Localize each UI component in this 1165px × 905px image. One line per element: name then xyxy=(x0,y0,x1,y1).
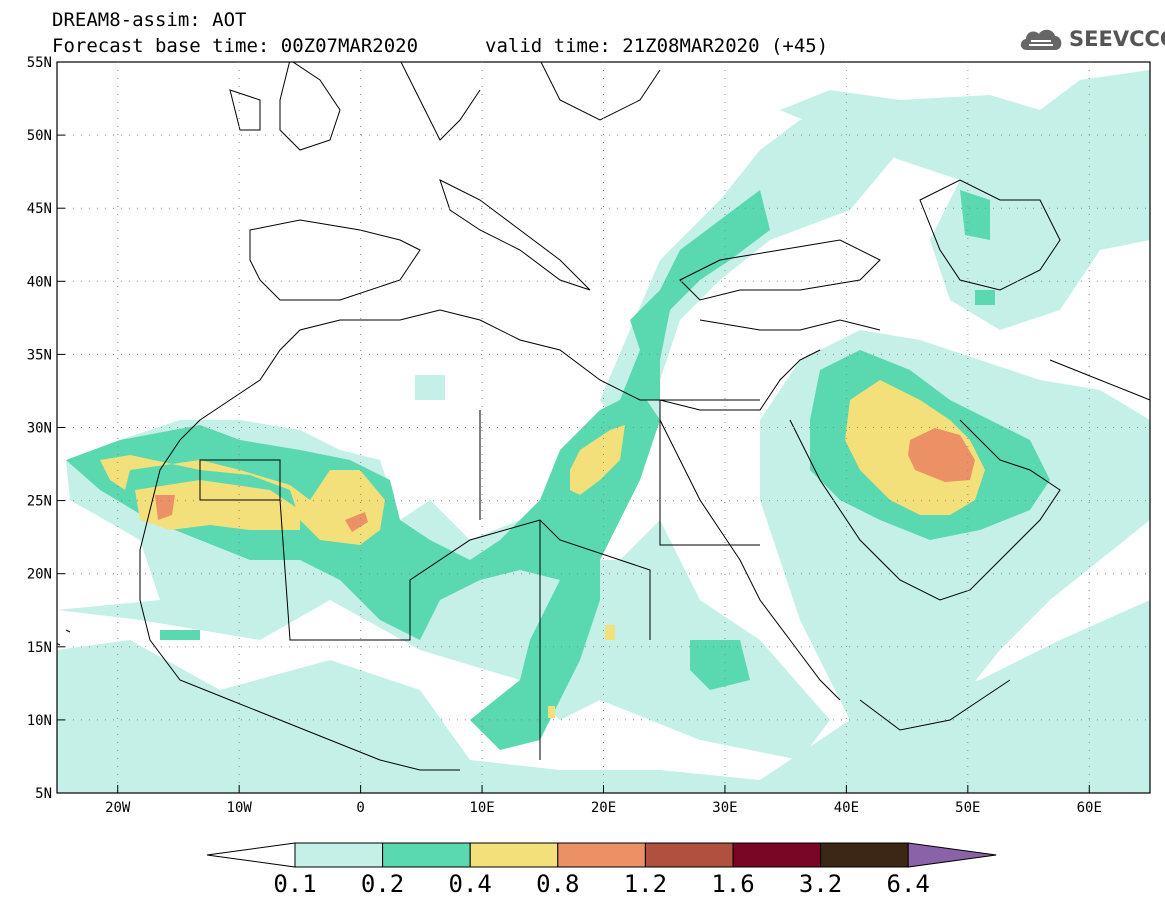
lat-label: 10N xyxy=(27,713,52,729)
lat-label: 55N xyxy=(27,55,52,71)
colorbar-segment xyxy=(557,842,646,868)
title-variable: DREAM8-assim: AOT xyxy=(52,9,247,31)
lat-label: 30N xyxy=(27,421,52,437)
colorbar-labels: 0.1 0.2 0.4 0.8 1.2 1.6 3.2 6.4 xyxy=(273,870,930,898)
colorbar-segment xyxy=(382,842,471,868)
lon-label: 40E xyxy=(834,800,859,816)
lon-label: 20W xyxy=(105,800,131,816)
colorbar-segment xyxy=(732,842,822,868)
colorbar-label: 0.2 xyxy=(361,870,404,898)
cloud-icon xyxy=(1020,29,1062,50)
colorbar-over-triangle xyxy=(907,842,997,868)
graticule xyxy=(57,61,1150,794)
colorbar xyxy=(206,842,997,868)
lat-label: 40N xyxy=(27,274,52,290)
lon-label: 20E xyxy=(591,800,616,816)
lat-label: 15N xyxy=(27,640,52,656)
lat-label: 35N xyxy=(27,347,52,363)
colorbar-label: 0.4 xyxy=(449,870,492,898)
lat-label: 5N xyxy=(35,786,52,802)
valid-time: valid time: 21Z08MAR2020 (+45) xyxy=(485,35,829,57)
colorbar-segment xyxy=(644,842,734,868)
longitude-labels: 20W 10W 0 10E 20E 30E 40E 50E 60E xyxy=(105,800,1102,816)
lat-label: 50N xyxy=(27,128,52,144)
seevccc-logo: SEEVCCC xyxy=(1017,24,1165,54)
lat-label: 20N xyxy=(27,567,52,583)
lat-label: 45N xyxy=(27,201,52,217)
lon-label: 10E xyxy=(469,800,494,816)
colorbar-under-triangle xyxy=(206,842,296,868)
colorbar-segment xyxy=(469,842,559,868)
lon-label: 10W xyxy=(227,800,253,816)
colorbar-label: 3.2 xyxy=(799,870,842,898)
colorbar-segment xyxy=(294,842,384,868)
colorbar-label: 6.4 xyxy=(887,870,930,898)
lat-label: 25N xyxy=(27,494,52,510)
colorbar-label: 1.6 xyxy=(711,870,754,898)
colorbar-label: 1.2 xyxy=(624,870,667,898)
coastlines xyxy=(57,62,1150,771)
aot-field xyxy=(57,70,1150,793)
lon-label: 0 xyxy=(356,800,364,816)
latitude-labels: 55N 50N 45N 40N 35N 30N 25N 20N 15N 10N 5N xyxy=(27,55,52,802)
colorbar-label: 0.8 xyxy=(536,870,579,898)
colorbar-label: 0.1 xyxy=(273,870,316,898)
lon-label: 60E xyxy=(1077,800,1102,816)
logo-text: SEEVCCC xyxy=(1069,27,1165,51)
lon-label: 50E xyxy=(955,800,980,816)
lon-label: 30E xyxy=(712,800,737,816)
forecast-base-time: Forecast base time: 00Z07MAR2020 xyxy=(52,35,419,57)
colorbar-segment xyxy=(820,842,909,868)
